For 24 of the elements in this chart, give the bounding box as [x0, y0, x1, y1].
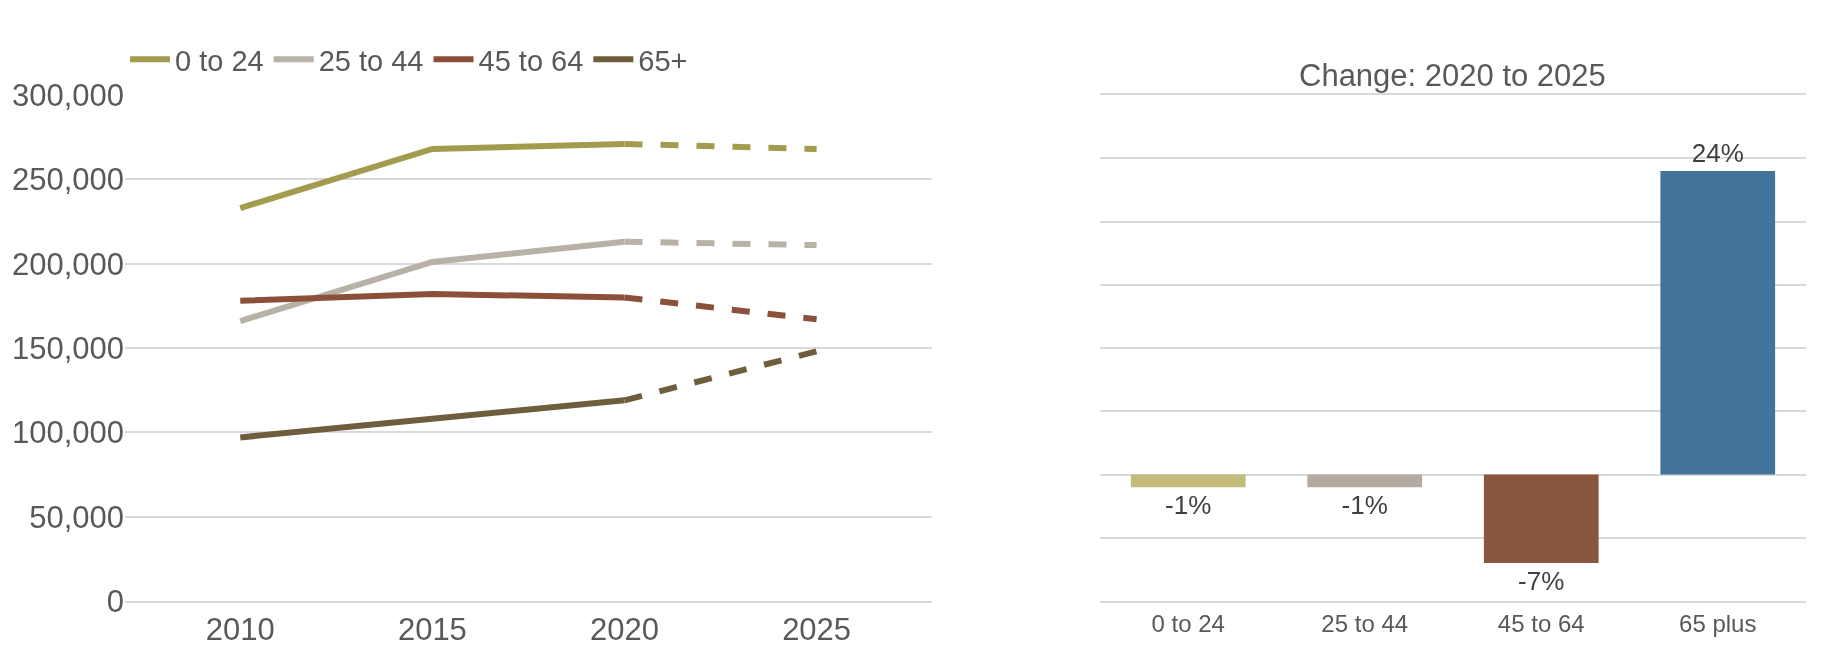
data-label: -1%: [1341, 490, 1388, 521]
y-tick-label: 100,000: [11, 415, 124, 451]
data-label: 24%: [1691, 137, 1744, 168]
x-tick-label: 2010: [205, 611, 275, 647]
x-tick-label: 65 plus: [1679, 609, 1757, 637]
legend-label: 0 to 24: [175, 44, 264, 77]
legend-label: 65+: [638, 44, 688, 77]
y-tick-label: 300,000: [11, 77, 124, 113]
x-tick-label: 45 to 64: [1497, 609, 1585, 637]
x-tick-label: 2015: [397, 611, 467, 647]
data-label: -1%: [1165, 490, 1212, 521]
x-tick-label: 0 to 24: [1151, 609, 1225, 637]
x-tick-label: 2020: [590, 611, 659, 647]
x-tick-label: 2025: [782, 611, 852, 647]
y-tick-label: 150,000: [11, 330, 124, 366]
y-tick-label: 50,000: [29, 499, 124, 535]
y-tick-label: 200,000: [11, 246, 124, 282]
y-tick-label: 0: [106, 583, 124, 619]
legend-label: 25 to 44: [318, 44, 424, 77]
chart-title: Change: 2020 to 2025: [1299, 58, 1606, 93]
data-label: -7%: [1518, 566, 1565, 597]
y-tick-label: 250,000: [11, 162, 124, 198]
x-tick-label: 25 to 44: [1321, 609, 1409, 637]
legend-label: 45 to 64: [478, 44, 584, 77]
